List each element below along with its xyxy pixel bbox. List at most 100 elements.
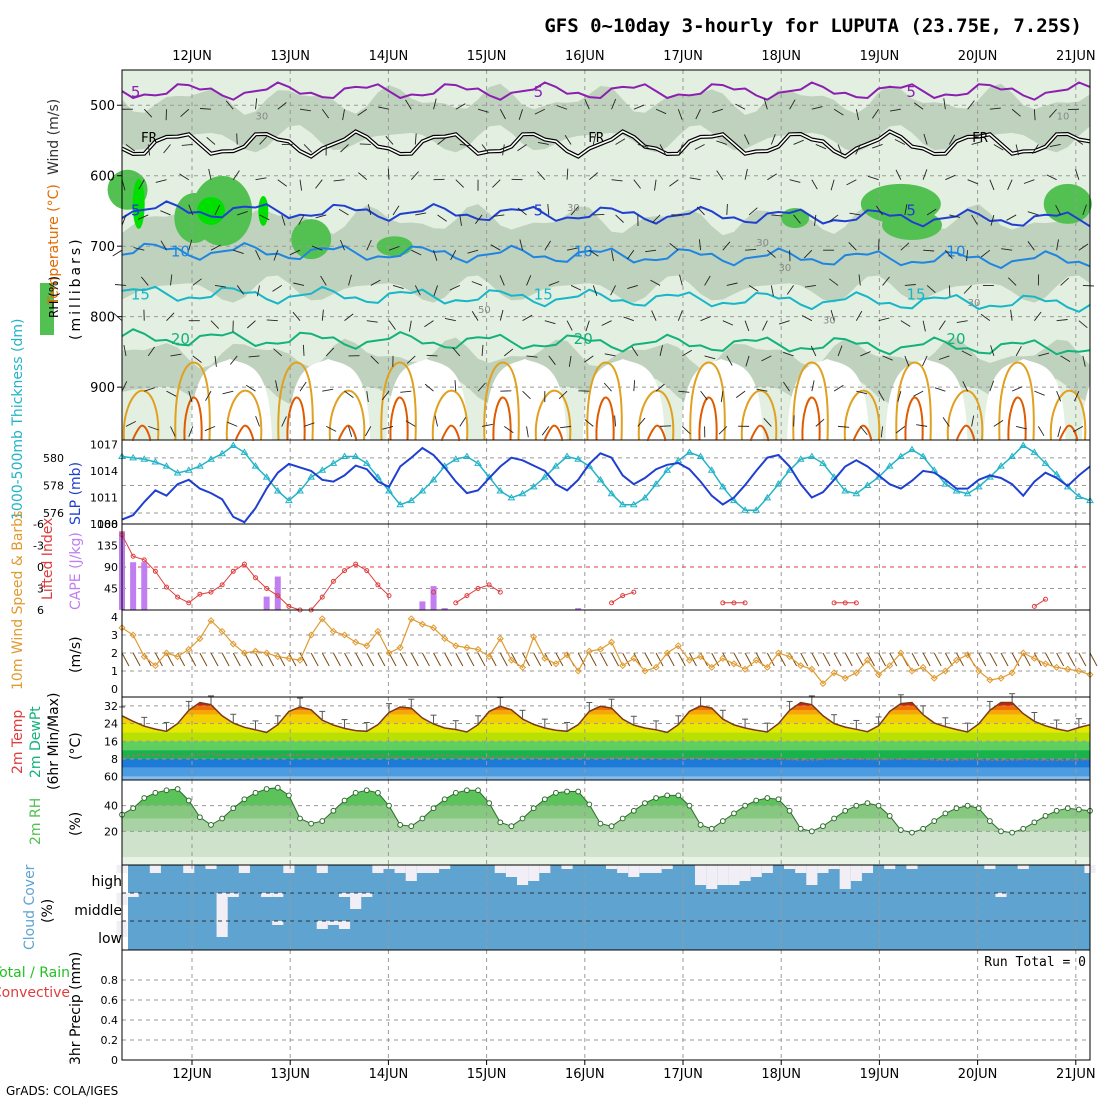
cloud-clear-cell: [183, 865, 195, 873]
wind-barb: [650, 279, 661, 286]
thickness-marker: [407, 496, 416, 504]
wind-barb: [679, 274, 683, 286]
wind-barb: [188, 426, 194, 437]
isotherm-line: [121, 328, 1091, 356]
wind-barb: [922, 355, 928, 367]
wind-barb: [493, 214, 505, 217]
rh2m-marker: [230, 805, 237, 812]
wind-barb: [558, 390, 568, 400]
rh2m-marker: [875, 802, 882, 809]
date-label-top: 17JUN: [663, 49, 703, 64]
wind-barb-10m: [633, 652, 642, 667]
wind-speed-marker: [340, 631, 349, 639]
wind-barb: [810, 345, 817, 357]
rh2m-marker: [675, 792, 682, 799]
wind-barb-10m: [399, 652, 408, 667]
temp-labels: 2m Temp 2m DewPt (6hr Min/Max) (°C): [10, 693, 84, 790]
wind-barb-10m: [199, 652, 208, 667]
wind-barb: [904, 355, 910, 367]
cape-bar: [130, 562, 137, 610]
thickness-marker: [941, 480, 950, 487]
surface-loop-outer: [277, 361, 314, 441]
isotherm-label: 5: [906, 83, 916, 101]
wind-barb: [370, 355, 379, 365]
wind-barb: [949, 214, 961, 218]
rh2m-marker: [1009, 829, 1016, 836]
wind-barb: [121, 381, 128, 392]
wind-barb: [359, 143, 371, 145]
rh2m-marker: [452, 789, 459, 796]
thickness-marker: [129, 453, 138, 461]
wind-barb: [830, 309, 835, 321]
date-label-bottom: 20JUN: [958, 1067, 998, 1082]
wind-barb: [743, 134, 750, 145]
wind-barb: [1032, 144, 1039, 154]
rh2m-tick-label: 20: [104, 825, 118, 838]
surface-loop-outer: [225, 389, 263, 441]
wind-speed-marker: [1064, 665, 1072, 673]
wind-barb: [455, 103, 466, 110]
surface-loop-inner: [749, 424, 770, 442]
wind-barb: [454, 380, 457, 392]
wind-barb-10m: [989, 652, 998, 667]
wind-barb: [434, 415, 438, 427]
wind-barb: [499, 309, 504, 321]
thickness-marker: [707, 466, 716, 473]
thickness-marker: [641, 493, 649, 501]
wind-barb: [548, 281, 560, 286]
date-label-top: 21JUN: [1056, 49, 1096, 64]
temp-tick-label: 32: [104, 700, 118, 713]
wind-barb: [900, 242, 910, 251]
wind-barb: [232, 170, 240, 180]
wind-barb: [712, 108, 723, 114]
wind-barb: [698, 239, 702, 251]
isotherm-line: [121, 285, 1091, 313]
rh2m-marker: [152, 789, 159, 796]
wind-barb: [1011, 386, 1023, 392]
date-label-bottom: 15JUN: [467, 1067, 507, 1082]
wind-barb: [1015, 144, 1020, 156]
wind-barb: [789, 179, 801, 183]
wind-barb: [455, 179, 465, 188]
rh2m-line: [121, 787, 1091, 834]
date-axes: 12JUN 12JUN 13JUN 13JUN 14JUN 14JUN 15JUN 15JUN…: [172, 49, 1095, 1082]
wind-barb: [247, 320, 256, 329]
rh2m-label: 2m RH: [28, 798, 44, 845]
wind-barb: [544, 320, 556, 325]
wind-speed-marker: [207, 617, 215, 625]
temp-band: [122, 714, 1090, 724]
wind-barb: [756, 388, 768, 392]
wind-speed-marker: [819, 680, 827, 688]
cloud-clear-cell: [717, 865, 729, 885]
wind-barb: [770, 134, 776, 145]
wind-barb: [761, 355, 772, 362]
wind-barb: [382, 425, 394, 430]
isotherm-label: 5: [131, 202, 141, 220]
wind-speed-marker: [352, 638, 360, 646]
rh-patch-moist: [1043, 183, 1092, 224]
wind-barb: [405, 99, 412, 110]
rh-patch-saturated: [258, 195, 269, 226]
wind-barb: [1078, 320, 1088, 329]
wind-barb: [704, 355, 716, 360]
wind-barb: [1060, 277, 1070, 286]
wind-speed-marker: [474, 645, 482, 653]
wind-barb: [348, 274, 352, 286]
cloud-clear-cell: [272, 893, 284, 897]
rh2m-marker: [608, 823, 615, 830]
rh-contour-label: 10: [1057, 111, 1070, 122]
lifted-index-marker: [431, 589, 437, 595]
wind-speed-marker: [941, 667, 949, 675]
wind-barb-10m: [232, 652, 241, 667]
date-label-top: 16JUN: [565, 49, 605, 64]
cloud-clear-cell: [817, 865, 829, 873]
wind-speed-marker: [151, 662, 159, 670]
rh-contour-label: 50: [478, 305, 491, 316]
wind-barb: [392, 284, 404, 290]
wind-barb: [829, 214, 839, 222]
cloud-clear-cell: [850, 865, 862, 881]
temp-tick-label: 60: [104, 771, 118, 784]
wind-barb: [1007, 277, 1017, 286]
rh2m-unit: (%): [68, 812, 84, 836]
wind-barb: [867, 175, 879, 181]
